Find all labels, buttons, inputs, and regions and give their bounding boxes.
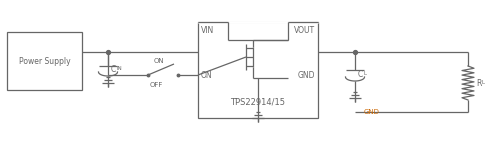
Text: C: C — [111, 64, 116, 73]
Text: GND: GND — [364, 109, 380, 115]
Text: VIN: VIN — [201, 25, 214, 35]
Text: IN: IN — [117, 66, 122, 71]
Text: L: L — [364, 71, 367, 76]
Text: ON: ON — [201, 71, 212, 80]
Text: VOUT: VOUT — [294, 25, 315, 35]
Text: GND: GND — [298, 71, 315, 80]
Text: R: R — [476, 79, 481, 88]
Bar — [198, 22, 318, 118]
Text: L: L — [481, 80, 484, 85]
Text: ON: ON — [154, 58, 165, 64]
Bar — [7, 32, 82, 90]
Text: Power Supply: Power Supply — [19, 56, 70, 65]
Text: OFF: OFF — [150, 82, 163, 88]
Text: C: C — [358, 69, 363, 79]
Text: TPS22914/15: TPS22914/15 — [230, 97, 286, 107]
